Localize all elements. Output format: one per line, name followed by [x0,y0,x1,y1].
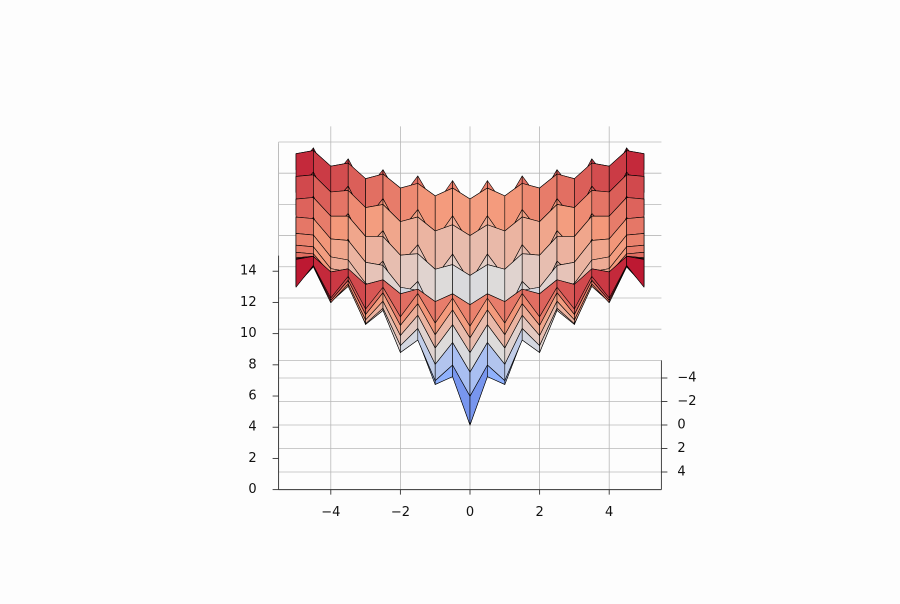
y-tick-label: −2 [677,394,696,409]
z-tick-label: 2 [248,451,256,466]
z-tick-label: 12 [240,295,257,310]
x-tick-label: 2 [535,505,543,520]
x-tick-label: 0 [466,505,474,520]
y-tick-label: 2 [677,441,685,456]
y-tick-label: −4 [677,371,696,386]
z-tick-label: 14 [240,264,257,279]
y-tick-label: 0 [677,418,685,433]
y-tick-label: 4 [677,465,685,480]
x-tick-label: −2 [391,505,410,520]
surface-face [626,256,645,288]
z-tick-label: 6 [248,389,256,404]
surface-face [295,256,314,288]
x-tick-label: −4 [321,505,340,520]
z-tick-label: 0 [248,482,256,497]
x-tick-label: 4 [605,505,613,520]
z-tick-label: 4 [248,420,256,435]
z-tick-label: 10 [240,326,257,341]
z-tick-label: 8 [248,357,256,372]
